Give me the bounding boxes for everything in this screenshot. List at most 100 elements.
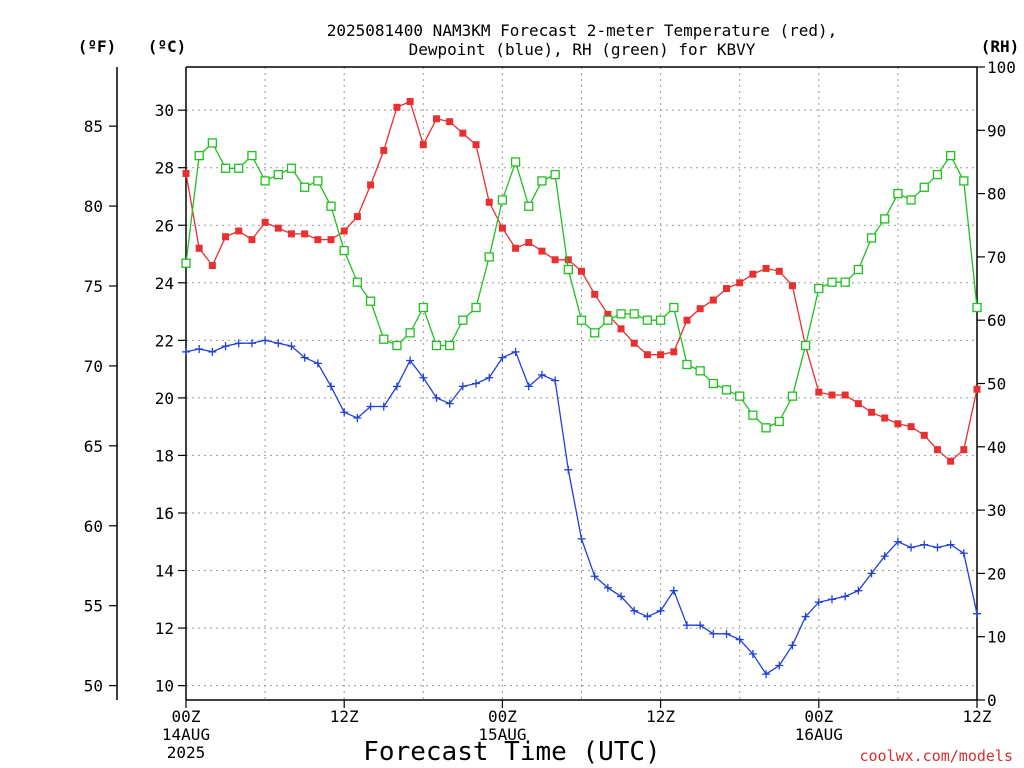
data-point [340,408,349,417]
data-point [367,181,375,189]
data-point [286,163,297,173]
rh-tick-label: 30 [987,501,1006,520]
data-point [748,649,757,658]
x-tick-label-time: 00Z [804,707,833,726]
data-point [248,236,256,244]
rh-tick-label: 100 [987,58,1016,77]
data-point [603,315,613,325]
data-point [907,543,916,552]
data-point [510,157,521,167]
axes: 5055606570758085101214161820222426283001… [84,58,1016,762]
data-point [511,347,520,356]
data-point [234,339,243,348]
data-point [933,446,941,454]
data-point [459,129,467,137]
data-point [920,431,928,439]
data-point [841,391,849,399]
data-point [959,176,969,186]
data-point [234,163,244,173]
data-point [365,296,376,306]
data-point [590,572,599,581]
data-point [656,606,665,615]
celsius-tick-label: 14 [155,562,174,581]
data-point [617,325,625,333]
data-point [379,334,389,344]
gridlines [186,67,977,700]
data-point [761,423,771,433]
data-point [800,340,811,351]
data-point [603,583,612,592]
data-point [854,400,862,408]
data-point [682,621,691,630]
data-point [353,213,361,221]
data-point [919,182,929,192]
data-point [327,236,335,244]
celsius-tick-label: 20 [155,389,174,408]
x-tick-label-time: 00Z [172,707,201,726]
data-point [260,176,270,186]
rh-tick-label: 70 [987,248,1006,267]
data-point [946,540,955,549]
celsius-tick-label: 16 [155,504,174,523]
data-point [406,356,415,365]
data-point [643,351,651,359]
chart-title-line1: 2025081400 NAM3KM Forecast 2-meter Tempe… [327,21,838,40]
data-point [893,537,902,546]
data-point [445,399,454,408]
data-point [432,393,441,402]
series-2 [181,138,982,433]
celsius-unit-label: (ºC) [148,37,187,56]
data-point [406,98,414,106]
data-point [247,150,257,161]
data-point [195,344,204,353]
data-point [564,465,573,474]
rh-tick-label: 20 [987,564,1006,583]
fahrenheit-tick-label: 55 [84,597,103,616]
data-point [287,230,295,238]
data-point [749,270,757,278]
celsius-tick-label: 12 [155,619,174,638]
data-point [458,382,467,391]
data-point [300,353,309,362]
celsius-tick-label: 10 [155,677,174,696]
data-point [537,370,546,379]
x-tick-label-date: 16AUG [795,725,843,744]
data-point [208,347,217,356]
data-point [920,540,929,549]
data-point [299,182,310,192]
data-point [208,262,216,270]
data-point [682,359,692,370]
data-point [498,224,506,232]
data-point [525,239,533,247]
data-point [577,534,586,543]
data-point [736,279,744,287]
data-point [194,150,204,161]
data-point [854,586,863,595]
credit-link[interactable]: coolwx.com/models [859,747,1013,765]
fahrenheit-unit-label: (ºF) [78,37,117,56]
data-point [735,635,744,644]
data-point [485,373,494,382]
data-point [959,549,968,558]
data-point [867,569,876,578]
data-point [828,391,836,399]
data-point [696,621,705,630]
data-point [762,264,770,272]
data-point [431,340,442,351]
data-point [814,283,824,294]
data-point [880,552,889,561]
data-point [657,351,665,359]
data-point [418,302,428,313]
data-point [973,385,981,393]
data-point [576,315,587,325]
data-point [735,391,745,401]
data-point [616,309,626,319]
data-point [222,233,230,241]
data-point [181,258,191,268]
data-point [629,309,639,319]
data-point [695,366,705,376]
rh-unit-label: (RH) [981,37,1020,56]
data-point [419,373,428,382]
data-point [340,227,348,235]
